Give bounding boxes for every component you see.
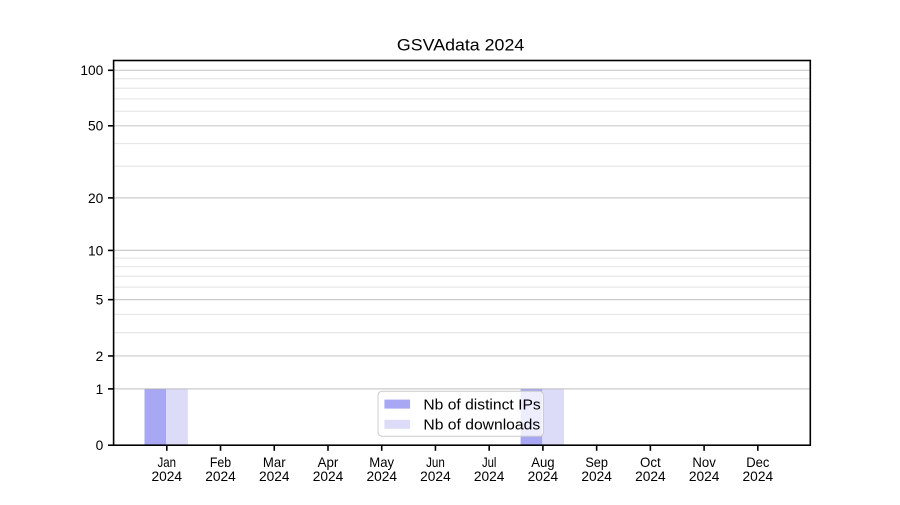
svg-text:Nov: Nov [692, 455, 716, 470]
svg-text:2024: 2024 [152, 469, 183, 484]
svg-text:2024: 2024 [635, 469, 666, 484]
svg-text:100: 100 [80, 63, 103, 78]
svg-text:1: 1 [96, 382, 104, 397]
svg-text:Mar: Mar [263, 455, 286, 470]
svg-text:Jan: Jan [158, 455, 177, 470]
svg-text:2024: 2024 [205, 469, 236, 484]
svg-text:5: 5 [96, 293, 104, 308]
svg-text:2024: 2024 [259, 469, 290, 484]
svg-text:Oct: Oct [640, 455, 661, 470]
svg-text:Aug: Aug [531, 455, 554, 470]
svg-text:Sep: Sep [585, 455, 608, 470]
svg-text:10: 10 [88, 243, 104, 258]
svg-text:Feb: Feb [210, 455, 232, 470]
svg-text:Dec: Dec [746, 455, 769, 470]
svg-text:Jul: Jul [482, 455, 496, 470]
svg-text:2024: 2024 [743, 469, 774, 484]
svg-text:GSVAdata 2024: GSVAdata 2024 [397, 36, 524, 55]
svg-text:2024: 2024 [313, 469, 344, 484]
svg-text:2024: 2024 [581, 469, 612, 484]
svg-text:2024: 2024 [528, 469, 559, 484]
svg-text:Jun: Jun [426, 455, 445, 470]
svg-text:2024: 2024 [689, 469, 720, 484]
svg-text:20: 20 [88, 191, 104, 206]
svg-text:2024: 2024 [474, 469, 505, 484]
svg-text:50: 50 [88, 119, 104, 134]
svg-text:Nb of distinct IPs: Nb of distinct IPs [423, 396, 540, 413]
svg-text:2024: 2024 [420, 469, 451, 484]
svg-text:2: 2 [96, 349, 104, 364]
svg-text:2024: 2024 [366, 469, 397, 484]
svg-text:Apr: Apr [318, 455, 339, 470]
svg-text:May: May [369, 455, 394, 470]
svg-text:Nb of downloads: Nb of downloads [423, 416, 540, 433]
svg-text:0: 0 [96, 438, 104, 453]
